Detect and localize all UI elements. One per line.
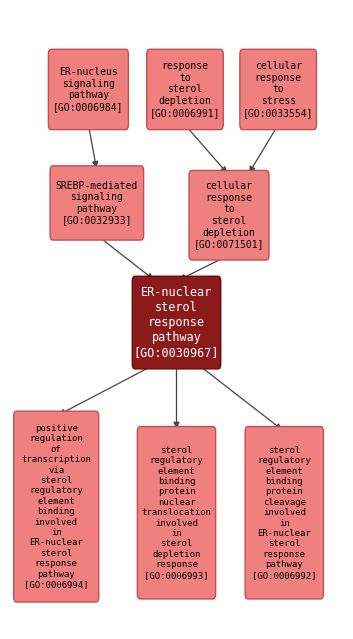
FancyBboxPatch shape xyxy=(189,171,269,260)
Text: cellular
response
to
stress
[GO:0033554]: cellular response to stress [GO:0033554] xyxy=(243,61,313,118)
FancyBboxPatch shape xyxy=(240,49,316,130)
FancyBboxPatch shape xyxy=(48,49,128,130)
FancyBboxPatch shape xyxy=(14,412,99,602)
FancyBboxPatch shape xyxy=(50,166,144,240)
Text: cellular
response
to
sterol
depletion
[GO:0071501]: cellular response to sterol depletion [G… xyxy=(194,181,264,249)
Text: ER-nucleus
signaling
pathway
[GO:0006984]: ER-nucleus signaling pathway [GO:0006984… xyxy=(53,67,124,112)
Text: response
to
sterol
depletion
[GO:0006991]: response to sterol depletion [GO:0006991… xyxy=(150,61,220,118)
Text: positive
regulation
of
transcription
via
sterol
regulatory
element
binding
invol: positive regulation of transcription via… xyxy=(21,424,91,589)
Text: SREBP-mediated
signaling
pathway
[GO:0032933]: SREBP-mediated signaling pathway [GO:003… xyxy=(56,181,138,226)
Text: sterol
regulatory
element
binding
protein
nuclear
translocation
involved
in
ster: sterol regulatory element binding protei… xyxy=(142,446,211,580)
FancyBboxPatch shape xyxy=(245,427,323,599)
FancyBboxPatch shape xyxy=(137,427,216,599)
Text: sterol
regulatory
element
binding
protein
cleavage
involved
in
ER-nuclear
sterol: sterol regulatory element binding protei… xyxy=(252,446,317,580)
FancyBboxPatch shape xyxy=(132,276,221,369)
Text: ER-nuclear
sterol
response
pathway
[GO:0030967]: ER-nuclear sterol response pathway [GO:0… xyxy=(134,286,219,359)
FancyBboxPatch shape xyxy=(147,49,223,130)
